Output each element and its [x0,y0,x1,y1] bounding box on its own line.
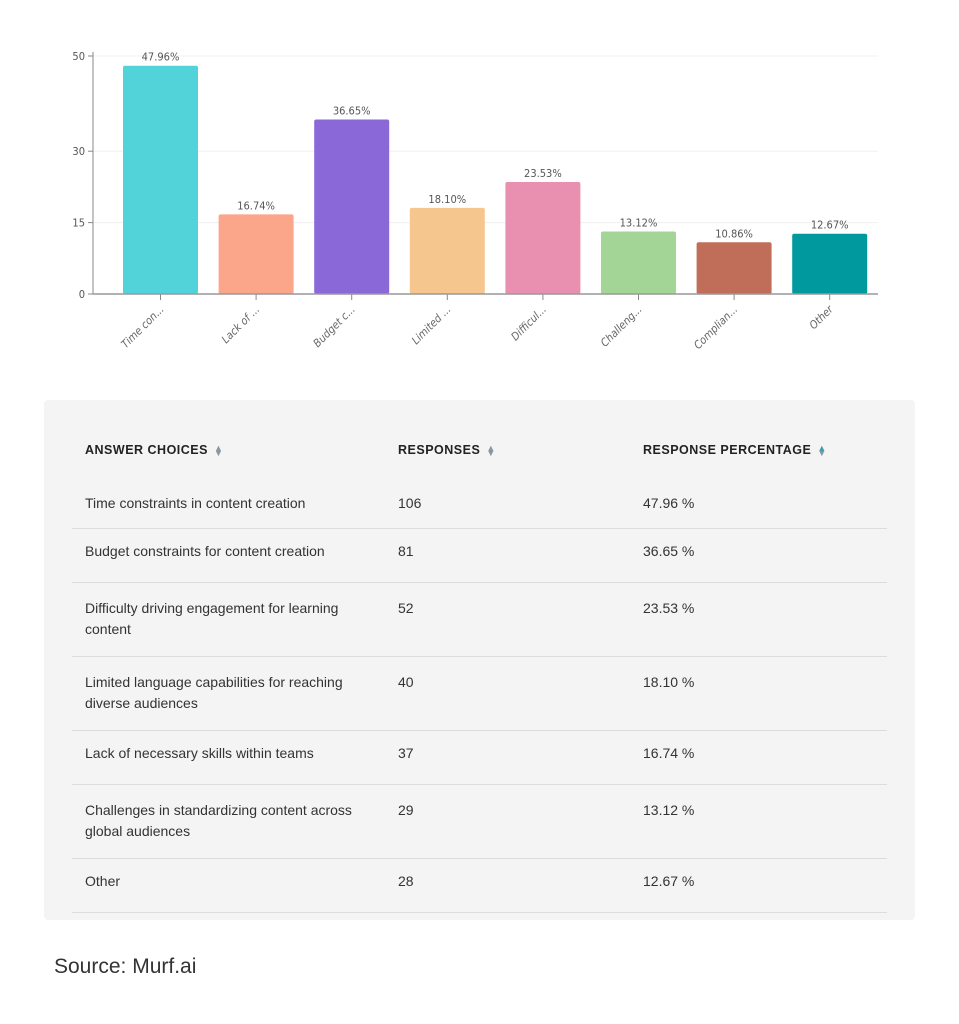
header-label: RESPONSES [398,443,481,457]
sort-icon[interactable]: ▲ ▼ [817,442,827,458]
header-label: ANSWER CHOICES [85,443,208,457]
response-percentage: 16.74 % [643,745,695,761]
response-percentage: 13.12 % [643,802,695,818]
sort-icon[interactable]: ▲ ▼ [486,442,496,458]
answer-choice: Limited language capabilities for reachi… [85,674,343,711]
data-label: 10.86% [715,227,753,240]
x-tick-label: Time con... [119,303,167,351]
x-tick-label: Complian... [691,303,740,352]
header-responses[interactable]: RESPONSES ▲ ▼ [398,440,496,461]
header-label: RESPONSE PERCENTAGE [643,443,812,457]
header-response-percentage[interactable]: RESPONSE PERCENTAGE ▲ ▼ [643,440,827,461]
responses-count: 28 [398,873,414,889]
table-row: Limited language capabilities for reachi… [72,656,887,731]
bar [314,119,390,295]
bar [505,181,581,294]
x-tick-label: Lack of ... [219,303,262,346]
answer-choice: Other [85,873,121,889]
response-percentage: 47.96 % [643,495,695,511]
source-caption: Source: Murf.ai [54,955,197,978]
table-row: Time constraints in content creation 106 4… [72,480,887,529]
responses-count: 37 [398,745,414,761]
x-tick-label: Budget c... [311,303,358,350]
response-percentage: 36.65 % [643,543,695,559]
data-label: 12.67% [811,219,849,232]
y-tick-label: 15 [72,217,85,230]
answer-choice: Lack of necessary skills within teams [85,745,314,761]
table-row: Lack of necessary skills within teams 37 1… [72,730,887,785]
responses-count: 81 [398,543,414,559]
data-label: 47.96% [142,51,180,64]
header-answer-choices[interactable]: ANSWER CHOICES ▲ ▼ [85,440,375,461]
answer-choice: Challenges in standardizing content acro… [85,802,352,839]
data-label: 23.53% [524,167,562,180]
response-percentage: 23.53 % [643,600,695,616]
x-tick-label: Challeng... [598,303,645,350]
bar-chart: 0 15 30 50 47.96% Time con... 16.74% Lack of ..… [72,50,878,352]
responses-count: 29 [398,802,414,818]
x-tick-label: Limited ... [409,303,453,347]
y-tick-label: 0 [79,288,85,301]
bar [696,242,772,294]
response-percentage: 18.10 % [643,674,695,690]
response-percentage: 12.67 % [643,873,695,889]
table-row: Budget constraints for content creation 8… [72,528,887,583]
responses-count: 52 [398,600,414,616]
bar [792,233,868,294]
bar [601,231,676,294]
x-tick-label: Difficul... [509,303,549,343]
responses-count: 106 [398,495,422,511]
answer-choice: Difficulty driving engagement for learni… [85,600,339,637]
data-label: 16.74% [237,199,275,212]
responses-count: 40 [398,674,414,690]
results-table: ANSWER CHOICES ▲ ▼ RESPONSES ▲ ▼ RESPONSE PE… [44,400,915,920]
data-label: 13.12% [620,217,658,230]
table-row: Difficulty driving engagement for learni… [72,582,887,657]
sort-icon[interactable]: ▲ ▼ [213,442,224,458]
answer-choice: Budget constraints for content creation [85,543,325,559]
bar [123,65,198,294]
y-tick-label: 50 [72,50,85,63]
data-label: 18.10% [428,193,466,206]
data-label: 36.65% [333,105,371,118]
table-row: Other 28 12.67 % [72,858,887,913]
table-row: Challenges in standardizing content acro… [72,784,887,859]
answer-choice: Time constraints in content creation [85,495,306,511]
table-header: ANSWER CHOICES ▲ ▼ RESPONSES ▲ ▼ RESPONSE PE… [72,440,887,462]
bar [409,207,485,294]
y-tick-label: 30 [72,145,85,158]
bar [218,214,294,294]
x-tick-label: Other [807,302,837,332]
